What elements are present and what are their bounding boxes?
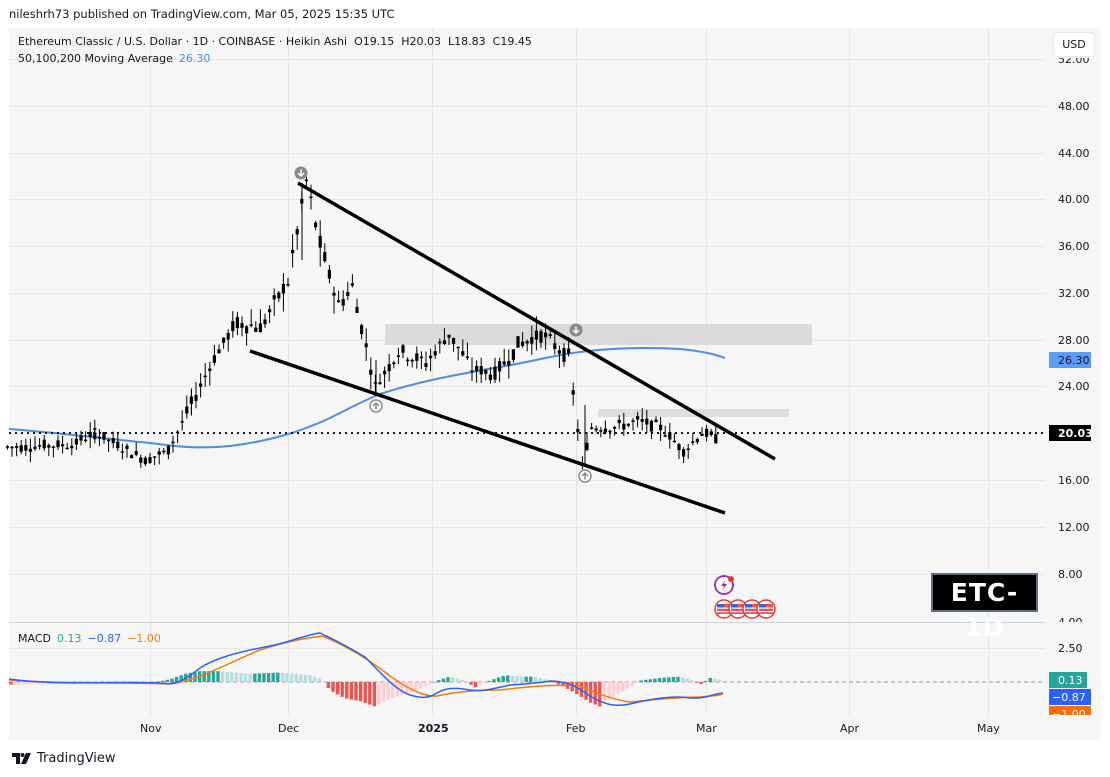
- last-price-tag: 20.03: [1058, 427, 1093, 440]
- price-axis-bg[interactable]: [1045, 28, 1101, 715]
- macd-hist-tag: 0.13: [1058, 674, 1083, 687]
- price-tick: 12.00: [1058, 521, 1090, 534]
- ma-label: 50,100,200 Moving Average: [18, 52, 173, 65]
- ohlc-low: L18.83: [448, 35, 486, 48]
- macd-label: MACD: [18, 632, 51, 645]
- chart-frame[interactable]: [9, 28, 1101, 740]
- price-tick: 40.00: [1058, 193, 1090, 206]
- price-tick: 4.00: [1058, 616, 1083, 629]
- time-label-dec: Dec: [278, 722, 299, 735]
- macd-signal-tag-bg: [1049, 706, 1091, 715]
- price-axis[interactable]: 52.00 48.00 44.00 40.00 36.00 32.00 28.0…: [1058, 53, 1090, 655]
- price-tick: 24.00: [1058, 380, 1090, 393]
- ma-price-tag-bg: [1049, 352, 1091, 368]
- time-label-may: May: [977, 722, 1000, 735]
- pivot-down-icon[interactable]: [294, 166, 308, 180]
- price-tick: 32.00: [1058, 287, 1090, 300]
- ma-legend[interactable]: 50,100,200 Moving Average 26.30: [18, 52, 210, 65]
- last-price-tag-bg: [1049, 425, 1091, 441]
- macd-axis-tick: 2.50: [1058, 642, 1083, 655]
- time-label-feb: Feb: [566, 722, 585, 735]
- time-label-apr: Apr: [840, 722, 860, 735]
- price-grid: [9, 28, 1045, 715]
- heikin-ashi-candles[interactable]: [5, 176, 718, 470]
- macd-line[interactable]: [8, 632, 724, 707]
- macd-legend[interactable]: MACD 0.13 −0.87 −1.00: [18, 632, 161, 645]
- macd-line-tag-bg: [1049, 689, 1091, 705]
- price-tick: 28.00: [1058, 334, 1090, 347]
- symbol-badge: ETC-1D: [931, 573, 1038, 642]
- ohlc-close: C19.45: [492, 35, 532, 48]
- macd-signal-tag: −1.00: [1052, 708, 1086, 721]
- moving-average-line[interactable]: [8, 347, 726, 449]
- macd-histogram[interactable]: [9, 671, 722, 707]
- tradingview-logo-icon: [12, 753, 31, 764]
- wedge-lower-trendline[interactable]: [249, 349, 726, 515]
- lightning-event-icon[interactable]: [714, 575, 734, 595]
- ohlc-high: H20.03: [401, 35, 442, 48]
- time-label-mar: Mar: [696, 722, 717, 735]
- frame-bottom-mask: [0, 740, 1110, 777]
- macd-hist-value: 0.13: [56, 632, 82, 645]
- price-tick: 8.00: [1058, 568, 1083, 581]
- price-tick: 16.00: [1058, 474, 1090, 487]
- footer-brand-label: TradingView: [37, 751, 116, 766]
- ohlc-open: O19.15: [354, 35, 395, 48]
- currency-button[interactable]: USD: [1053, 32, 1095, 57]
- price-tick: 48.00: [1058, 100, 1090, 113]
- price-tick: 52.00: [1058, 53, 1090, 66]
- pivot-up-icon[interactable]: [369, 399, 383, 413]
- time-label-2025: 2025: [418, 722, 449, 735]
- time-axis[interactable]: Nov Dec 2025 Feb Mar Apr May: [140, 722, 1000, 735]
- frame-right-mask: [1101, 28, 1110, 748]
- pivot-up-icon[interactable]: [578, 469, 592, 483]
- us-economic-events-icons[interactable]: [714, 599, 776, 619]
- pivot-down-icon[interactable]: [569, 323, 583, 337]
- symbol-legend[interactable]: Ethereum Classic / U.S. Dollar · 1D · CO…: [18, 35, 532, 48]
- footer-brand[interactable]: TradingView: [12, 751, 116, 766]
- ma-value: 26.30: [178, 52, 211, 65]
- macd-signal-value: −1.00: [127, 632, 161, 645]
- time-label-nov: Nov: [140, 722, 162, 735]
- price-tick: 44.00: [1058, 147, 1090, 160]
- published-byline: nileshrh73 published on TradingView.com,…: [9, 7, 395, 21]
- macd-line-tag: −0.87: [1052, 691, 1086, 704]
- symbol-title: Ethereum Classic / U.S. Dollar · 1D · CO…: [18, 35, 348, 48]
- price-tick: 36.00: [1058, 240, 1090, 253]
- ma-price-tag: 26.30: [1058, 354, 1090, 367]
- wedge-upper-trendline[interactable]: [297, 181, 776, 461]
- macd-hist-tag-bg: [1049, 672, 1087, 688]
- macd-line-value: −0.87: [87, 632, 122, 645]
- resistance-zone-upper[interactable]: [385, 324, 812, 345]
